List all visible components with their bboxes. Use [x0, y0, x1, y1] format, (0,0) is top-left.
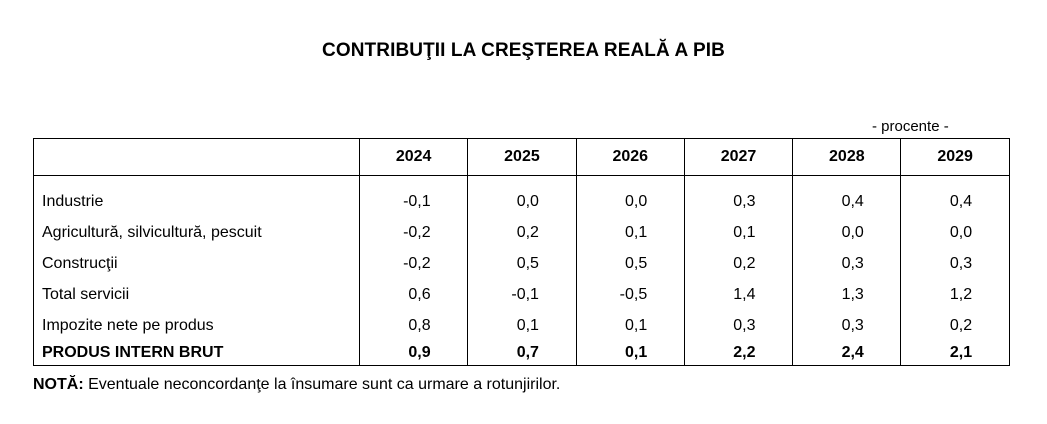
value-text: 2,4	[841, 344, 864, 361]
value-text: 0,9	[408, 344, 431, 361]
value-cell: 0,0	[900, 217, 1010, 248]
value-text: 0,6	[408, 285, 431, 303]
value-cell: 0,3	[683, 310, 794, 341]
row-label: Total servicii	[33, 279, 360, 310]
value-cell: 2,2	[683, 341, 794, 366]
value-text: 0,0	[949, 223, 973, 241]
row-label: Industrie	[33, 175, 360, 217]
header-label-cell	[33, 138, 360, 176]
value-cell: 0,2	[900, 310, 1010, 341]
value-cell: -0,2	[358, 217, 469, 248]
value-cell: 0,0	[792, 217, 902, 248]
value-text: 0,5	[624, 254, 648, 272]
value-text: 2,2	[733, 344, 756, 361]
value-cell: 0,8	[358, 310, 469, 341]
value-cell: 0,0	[575, 175, 685, 217]
value-text: 0,0	[624, 192, 648, 210]
value-cell: 0,3	[683, 175, 794, 217]
header-row: 2024 2025 2026 2027 2028 2029	[33, 138, 1010, 176]
value-cell: 0,6	[358, 279, 469, 310]
value-cell: 0,9	[358, 341, 469, 366]
value-text: 1,4	[733, 285, 756, 303]
footnote: NOTĂ: Eventuale neconcordanţe la însumar…	[33, 376, 560, 394]
value-text: 0,0	[841, 223, 864, 241]
value-cell: 0,1	[683, 217, 794, 248]
year-header: 2029	[900, 138, 1010, 176]
value-text: -0,2	[403, 254, 431, 272]
value-cell: 0,2	[683, 248, 794, 279]
value-cell: 0,3	[792, 310, 902, 341]
unit-label: - procente -	[872, 118, 949, 135]
value-text: 0,2	[733, 254, 756, 272]
row-label: Agricultură, silvicultură, pescuit	[33, 217, 360, 248]
value-text: -0,1	[511, 285, 539, 303]
value-cell: 0,4	[900, 175, 1010, 217]
value-cell: 0,1	[575, 310, 685, 341]
value-text: 1,2	[949, 285, 973, 303]
row-label: Construcţii	[33, 248, 360, 279]
row-label: PRODUS INTERN BRUT	[33, 341, 360, 366]
page-title: CONTRIBUŢII LA CREŞTEREA REALĂ A PIB	[322, 40, 725, 61]
value-cell: 1,4	[683, 279, 794, 310]
value-text: 0,2	[949, 316, 973, 334]
value-text: 0,4	[949, 192, 973, 210]
value-cell: 1,3	[792, 279, 902, 310]
value-text: 0,1	[624, 344, 648, 361]
year-header: 2028	[792, 138, 902, 176]
value-text: 0,1	[624, 316, 648, 334]
value-text: 0,3	[733, 192, 756, 210]
table-row: Agricultură, silvicultură, pescuit -0,2 …	[33, 217, 1010, 248]
value-cell: 0,2	[467, 217, 577, 248]
value-text: 0,5	[516, 254, 539, 272]
footnote-prefix: NOTĂ:	[33, 376, 84, 393]
value-cell: 0,1	[575, 341, 685, 366]
value-text: 0,8	[408, 316, 431, 334]
value-cell: 2,4	[792, 341, 902, 366]
total-row: PRODUS INTERN BRUT 0,9 0,7 0,1 2,2 2,4 2…	[33, 341, 1010, 366]
value-text: 1,3	[841, 285, 864, 303]
value-text: 2,1	[949, 344, 973, 361]
value-cell: -0,1	[467, 279, 577, 310]
value-cell: -0,1	[358, 175, 469, 217]
value-text: 0,1	[516, 316, 539, 334]
value-text: 0,0	[516, 192, 539, 210]
table-row: Total servicii 0,6 -0,1 -0,5 1,4 1,3 1,2	[33, 279, 1010, 310]
row-label: Impozite nete pe produs	[33, 310, 360, 341]
value-cell: 0,5	[575, 248, 685, 279]
value-cell: 2,1	[900, 341, 1010, 366]
value-cell: -0,5	[575, 279, 685, 310]
value-text: 0,1	[733, 223, 756, 241]
value-cell: 0,4	[792, 175, 902, 217]
footnote-text: Eventuale neconcordanţe la însumare sunt…	[83, 376, 561, 393]
table-row: Impozite nete pe produs 0,8 0,1 0,1 0,3 …	[33, 310, 1010, 341]
value-cell: 0,5	[467, 248, 577, 279]
table-row: Industrie -0,1 0,0 0,0 0,3 0,4 0,4	[33, 175, 1010, 217]
value-cell: 0,1	[467, 310, 577, 341]
value-text: 0,7	[516, 344, 539, 361]
value-text: 0,3	[949, 254, 973, 272]
value-text: 0,3	[841, 254, 864, 272]
value-text: 0,1	[624, 223, 648, 241]
value-text: -0,1	[403, 192, 431, 210]
year-header: 2025	[467, 138, 577, 176]
value-cell: 1,2	[900, 279, 1010, 310]
year-header: 2024	[358, 138, 469, 176]
year-header: 2026	[575, 138, 685, 176]
value-text: 0,2	[516, 223, 539, 241]
value-text: 0,3	[841, 316, 864, 334]
value-text: 0,4	[841, 192, 864, 210]
contributions-table: 2024 2025 2026 2027 2028 2029 Industrie …	[33, 138, 1010, 366]
value-cell: 0,1	[575, 217, 685, 248]
value-cell: 0,0	[467, 175, 577, 217]
value-cell: 0,7	[467, 341, 577, 366]
value-text: -0,5	[619, 285, 648, 303]
value-cell: 0,3	[792, 248, 902, 279]
value-text: 0,3	[733, 316, 756, 334]
value-cell: 0,3	[900, 248, 1010, 279]
value-text: -0,2	[403, 223, 431, 241]
year-header: 2027	[683, 138, 794, 176]
table-row: Construcţii -0,2 0,5 0,5 0,2 0,3 0,3	[33, 248, 1010, 279]
value-cell: -0,2	[358, 248, 469, 279]
